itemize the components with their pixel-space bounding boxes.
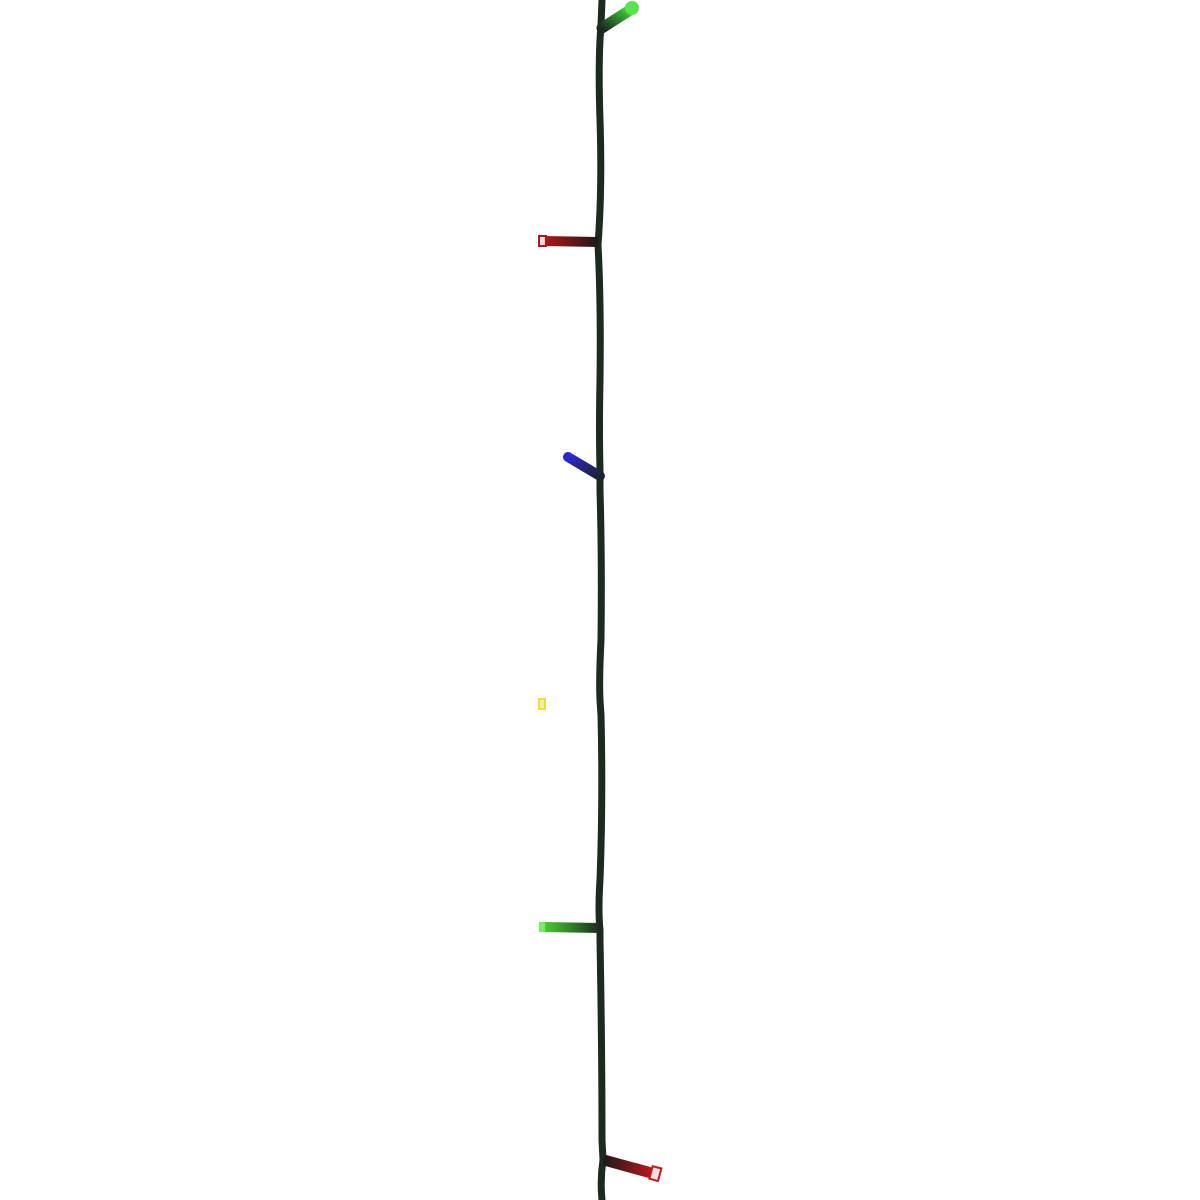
bulb-yellow [538,698,600,710]
bulb-red-1 [538,235,599,247]
bulb-green-top [596,1,639,34]
bulb-green-2 [539,922,601,933]
bulb-blue [563,452,605,481]
bulb-red-bottom [602,1154,663,1183]
wire [594,0,607,1200]
